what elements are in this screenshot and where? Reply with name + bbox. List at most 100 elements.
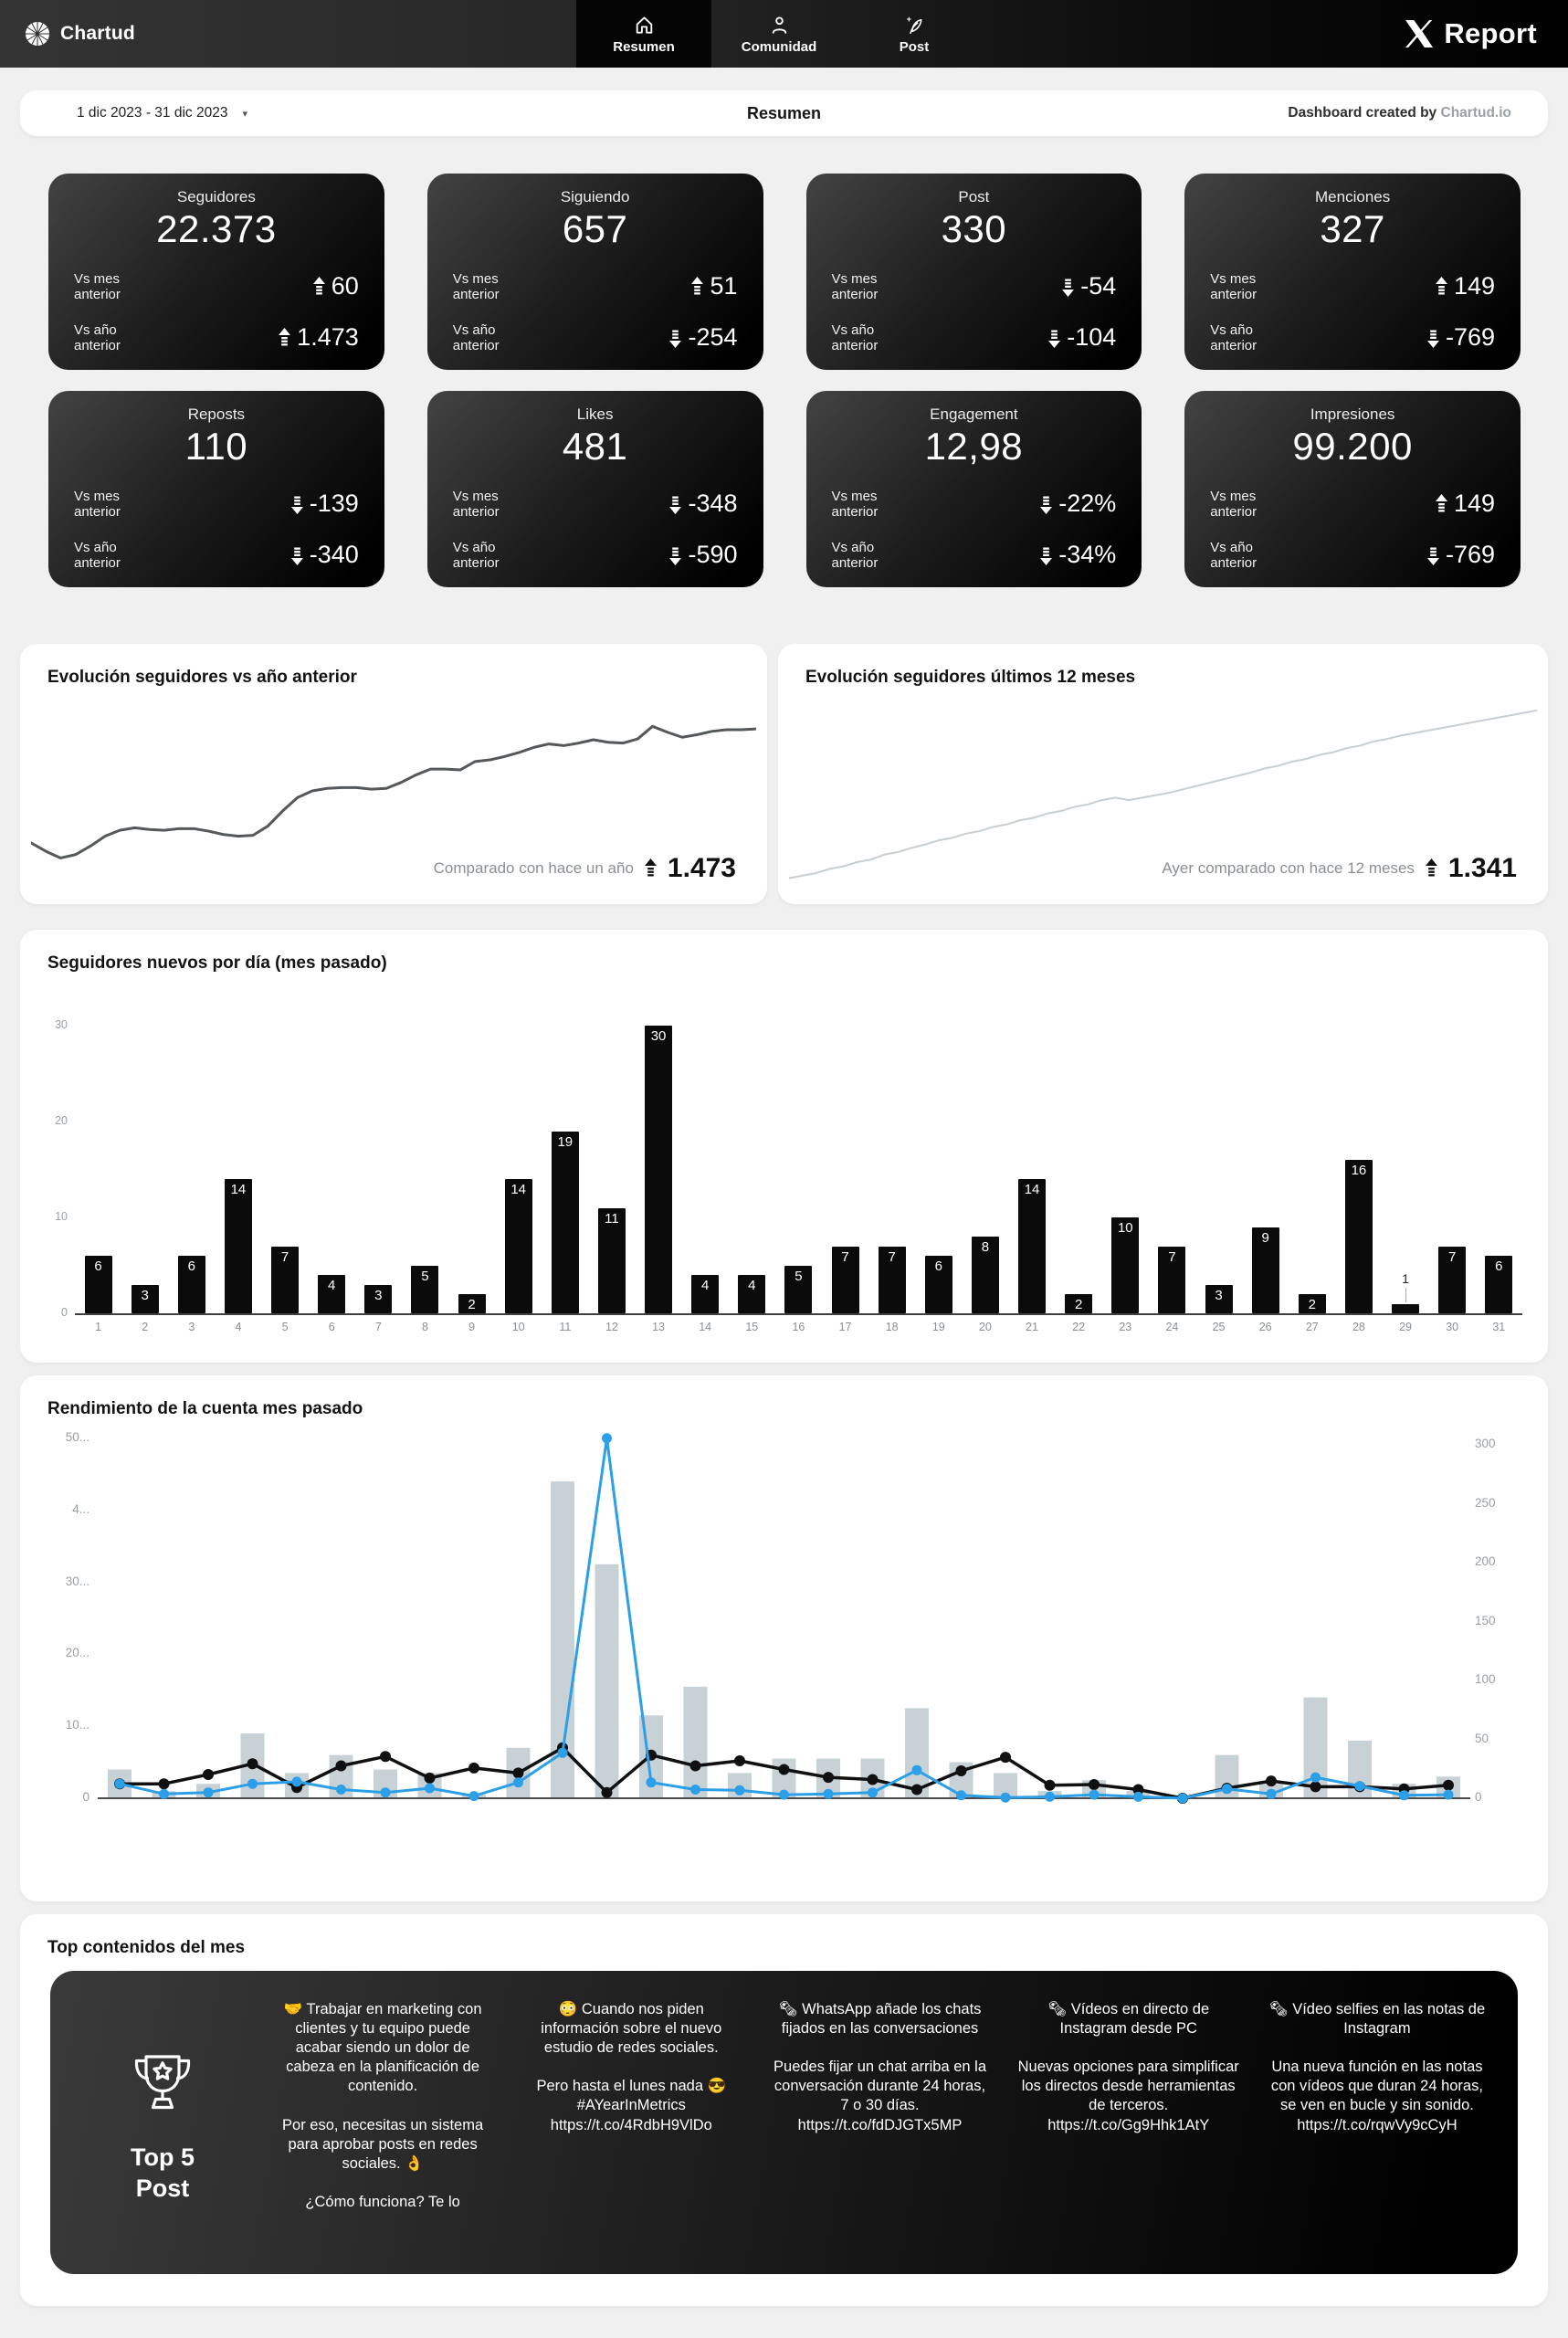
bar-day-2: 3 (131, 1284, 159, 1313)
bar-value-label: 7 (888, 1248, 896, 1265)
right-axis-label: 150 (1475, 1613, 1496, 1627)
x-axis-label: 8 (421, 1321, 428, 1333)
bar-day-9: 2 (458, 1294, 486, 1313)
home-icon (636, 16, 652, 34)
tab-label: Resumen (613, 38, 675, 55)
bar-value-label: 2 (1075, 1297, 1083, 1312)
tab-comunidad[interactable]: Comunidad (711, 0, 847, 68)
kpi-delta-label: Vs mes anterior (1210, 488, 1258, 520)
performance-combo-svg (98, 1433, 1470, 1804)
arrow-up-icon (691, 276, 704, 295)
bar-slot-day-28: 16 (1335, 1006, 1382, 1313)
kpi-title: Seguidores (176, 188, 256, 205)
bar-slot-day-16: 5 (775, 1006, 822, 1313)
kpi-value: 110 (184, 425, 248, 468)
kpi-title: Menciones (1315, 188, 1391, 205)
arrow-down-icon (290, 496, 303, 514)
bar-day-28: 16 (1344, 1160, 1373, 1313)
top-post-4: 🗞 Vídeos en directo de Instagram desde P… (1005, 1996, 1253, 2248)
arrow-down-icon (669, 547, 682, 565)
bar-slot-day-25: 3 (1195, 1006, 1242, 1313)
x-axis-label: 4 (235, 1321, 242, 1333)
evolution-12m-line (789, 691, 1537, 890)
kpi-delta-row: Vs mes anterior 60 (74, 271, 359, 303)
credit-brand-link[interactable]: Chartud.io (1440, 105, 1512, 121)
tab-resumen[interactable]: Resumen (576, 0, 711, 68)
kpi-delta-label: Vs año anterior (74, 539, 121, 571)
bar-day-31: 6 (1485, 1256, 1513, 1313)
x-axis-label: 27 (1305, 1321, 1319, 1333)
right-axis-label: 50 (1475, 1731, 1489, 1745)
post-icon: + (906, 14, 922, 34)
bar-day-8: 5 (411, 1265, 439, 1313)
post-paragraph: Por eso, necesitas un sistema para aprob… (282, 2116, 484, 2172)
kpi-delta-label: Vs mes anterior (831, 488, 879, 520)
bar-slot-day-29: 1 (1383, 1006, 1429, 1313)
bar-slot-day-15: 4 (729, 1006, 775, 1313)
bar-value-label: 6 (94, 1259, 102, 1274)
bar-value-label: 7 (1448, 1248, 1457, 1265)
header-bar: 1 dic 2023 - 31 dic 2023 ▾ Resumen Dashb… (20, 90, 1548, 136)
kpi-delta-label: Vs mes anterior (831, 270, 879, 302)
x-axis-label: 26 (1258, 1321, 1272, 1333)
chart-title: Seguidores nuevos por día (mes pasado) (47, 953, 387, 973)
x-axis-label: 9 (468, 1321, 476, 1333)
date-range-selector[interactable]: 1 dic 2023 - 31 dic 2023 ▾ (77, 105, 247, 121)
left-axis-label: 4... (72, 1501, 89, 1516)
kpi-value: 22.373 (156, 207, 277, 250)
kpi-delta-value: 149 (1435, 490, 1495, 518)
community-icon (772, 16, 786, 34)
left-axis-label: 20... (65, 1646, 89, 1660)
x-report-logo: Report (1403, 17, 1537, 50)
kpi-card-reposts: Reposts 110 Vs mes anterior -139 Vs año ant… (48, 391, 384, 587)
kpi-delta-label: Vs año anterior (74, 321, 121, 353)
bar-day-22: 2 (1065, 1294, 1093, 1313)
bar-slot-day-9: 2 (448, 1006, 495, 1313)
arrow-down-icon (1062, 279, 1075, 297)
bar-value-label: 9 (1261, 1229, 1269, 1246)
kpi-delta-label: Vs año anterior (1210, 321, 1258, 353)
x-axis-label: 5 (281, 1321, 289, 1333)
bar-value-label: 6 (187, 1259, 195, 1274)
arrow-down-icon (1426, 547, 1439, 565)
right-axis-label: 250 (1475, 1495, 1496, 1510)
bar-day-11: 19 (551, 1131, 579, 1313)
kpi-delta-row: Vs mes anterior -22% (832, 489, 1117, 521)
bar-day-20: 8 (971, 1237, 999, 1313)
top5-label: Top 5 Post (131, 2143, 195, 2202)
x-axis-label: 7 (374, 1321, 382, 1333)
kpi-delta-value: -348 (669, 490, 738, 518)
bar-slot-day-2: 3 (121, 1006, 168, 1313)
kpi-delta-label: Vs mes anterior (74, 270, 121, 302)
kpi-delta-label: Vs mes anterior (1210, 270, 1258, 302)
kpi-delta-row: Vs año anterior 1.473 (74, 322, 359, 354)
arrow-up-icon (1425, 857, 1437, 880)
kpi-delta-row: Vs mes anterior 149 (1210, 489, 1495, 521)
section-title: Top contenidos del mes (47, 1938, 246, 1957)
x-axis-label: 28 (1352, 1321, 1365, 1333)
bar-slot-day-11: 19 (542, 1006, 588, 1313)
evolution-12m-card: Evolución seguidores últimos 12 meses Ay… (778, 644, 1548, 904)
kpi-delta-value: 51 (691, 272, 738, 300)
bar-slot-day-4: 14 (215, 1006, 261, 1313)
bar-slot-day-19: 6 (915, 1006, 962, 1313)
bar-slot-day-26: 9 (1242, 1006, 1289, 1313)
bar-value-label: 5 (421, 1268, 429, 1284)
bar-day-5: 7 (271, 1246, 300, 1313)
bar-day-16: 5 (784, 1265, 813, 1313)
top5-badge: Top 5 Post (67, 1996, 258, 2248)
kpi-delta-label: Vs año anterior (831, 321, 879, 353)
kpi-card-impresiones: Impresiones 99.200 Vs mes anterior 149 Vs a… (1184, 391, 1521, 587)
bar-slot-day-8: 5 (402, 1006, 448, 1313)
bar-slot-day-17: 7 (822, 1006, 868, 1313)
tab-post[interactable]: + Post (847, 0, 982, 68)
bar-day-15: 4 (738, 1275, 766, 1313)
brand-logo[interactable]: Chartud (24, 20, 135, 47)
bar-slot-day-5: 7 (262, 1006, 309, 1313)
kpi-delta-label: Vs año anterior (452, 539, 500, 571)
post-paragraph: Una nueva función en las notas con vídeo… (1270, 2059, 1483, 2133)
tab-label: Post (899, 38, 930, 55)
bar-day-10: 14 (504, 1179, 532, 1313)
arrow-down-icon (669, 330, 682, 348)
kpi-delta-label: Vs mes anterior (452, 488, 500, 520)
